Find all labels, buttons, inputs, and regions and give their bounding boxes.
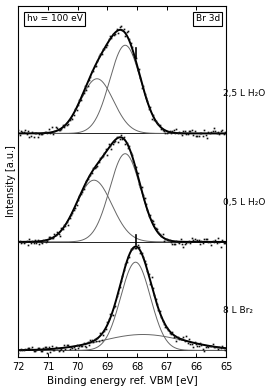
Text: hν = 100 eV: hν = 100 eV	[27, 15, 82, 24]
X-axis label: Binding energy ref. VBM [eV]: Binding energy ref. VBM [eV]	[47, 376, 198, 387]
Text: 8 L Br₂: 8 L Br₂	[223, 306, 253, 315]
Text: 0,5 L H₂O: 0,5 L H₂O	[223, 198, 266, 207]
Y-axis label: Intensity [a.u.]: Intensity [a.u.]	[6, 145, 15, 218]
Text: 2,5 L H₂O: 2,5 L H₂O	[223, 89, 265, 98]
Text: Br 3d: Br 3d	[196, 15, 220, 24]
